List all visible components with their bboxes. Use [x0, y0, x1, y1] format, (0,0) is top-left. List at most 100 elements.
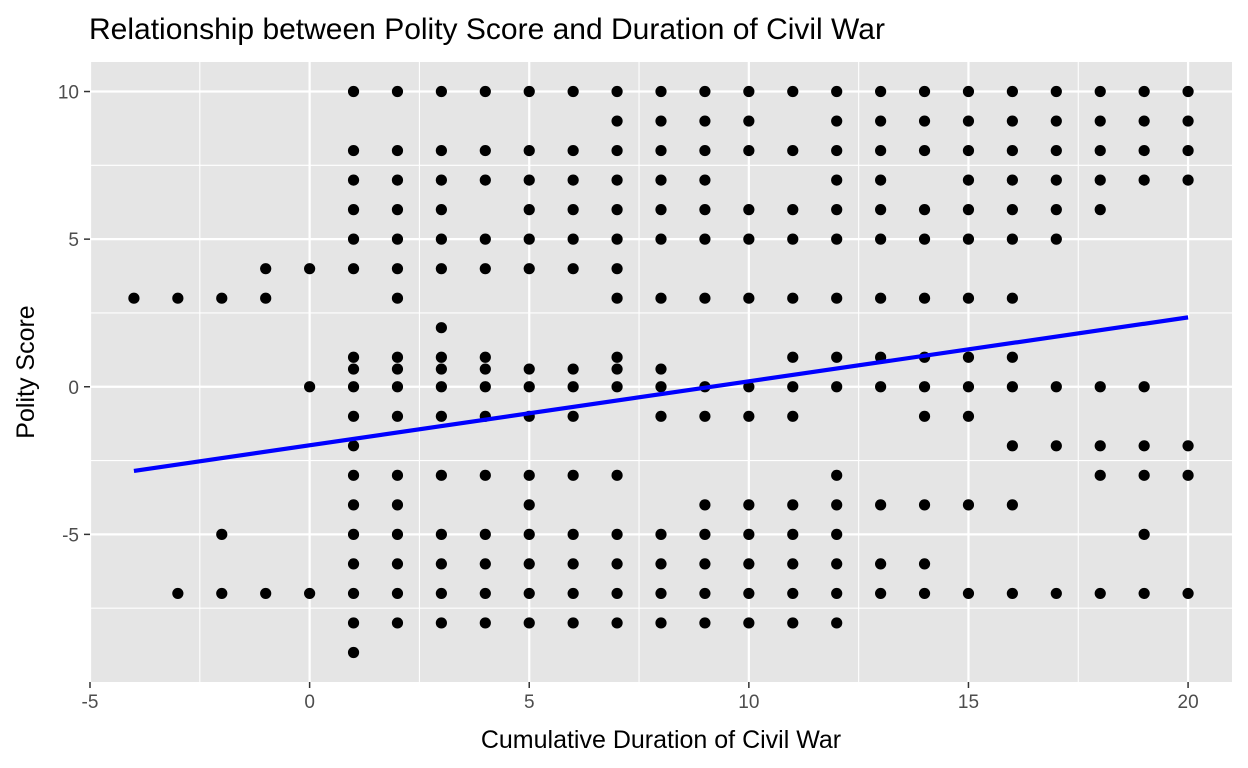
data-point [347, 85, 360, 98]
data-point [479, 144, 491, 157]
data-point [787, 144, 799, 157]
data-point [831, 499, 843, 511]
data-point [1006, 587, 1018, 600]
data-point [875, 115, 887, 127]
fit-line [133, 315, 1189, 473]
data-point [523, 85, 535, 98]
data-point [611, 558, 623, 570]
data-point [128, 292, 140, 304]
data-point [304, 587, 316, 600]
data-point [1182, 144, 1194, 157]
data-point [435, 410, 447, 422]
data-point [655, 115, 667, 127]
data-point [567, 204, 579, 216]
data-point [962, 410, 975, 422]
data-point [435, 351, 447, 363]
data-point [479, 351, 491, 363]
data-point [1050, 587, 1062, 600]
data-point [962, 85, 975, 98]
data-point [567, 587, 579, 600]
grid-lines [88, 62, 1232, 682]
data-point [962, 144, 975, 157]
data-point [787, 499, 799, 511]
data-point [523, 617, 535, 629]
data-point [347, 174, 360, 186]
data-point [611, 144, 623, 157]
data-point [523, 363, 535, 375]
data-point [1006, 174, 1018, 186]
data-point [611, 363, 623, 375]
data-point [523, 528, 535, 540]
data-point [831, 528, 843, 540]
data-point [1138, 587, 1150, 600]
data-point [435, 528, 447, 540]
data-point [172, 292, 184, 304]
data-point [831, 558, 843, 570]
data-point [655, 558, 667, 570]
data-point [435, 204, 447, 216]
data-point [567, 469, 579, 481]
data-point [1138, 528, 1150, 540]
data-point [787, 410, 799, 422]
data-point [479, 263, 491, 275]
data-point [479, 558, 491, 570]
data-point [479, 85, 491, 98]
data-point [1050, 174, 1062, 186]
data-point [655, 363, 667, 375]
data-point [347, 558, 360, 570]
data-point [875, 85, 887, 98]
data-point [567, 558, 579, 570]
data-point [479, 528, 491, 540]
data-point [1050, 233, 1062, 245]
x-tick-label: -5 [82, 692, 99, 713]
data-point [831, 115, 843, 127]
data-point [435, 363, 447, 375]
data-point [655, 528, 667, 540]
data-point [567, 233, 579, 245]
data-point [391, 558, 404, 570]
data-point [347, 144, 360, 157]
data-point [875, 144, 887, 157]
data-point [567, 363, 579, 375]
data-point [1182, 174, 1194, 186]
data-point [260, 587, 272, 600]
data-point [391, 469, 404, 481]
data-point [347, 381, 360, 393]
data-point [435, 174, 447, 186]
data-point [347, 617, 360, 629]
data-point [787, 292, 799, 304]
data-point [347, 440, 360, 452]
data-point [347, 528, 360, 540]
data-point [655, 85, 667, 98]
data-point [699, 204, 711, 216]
data-point [523, 587, 535, 600]
data-point [699, 292, 711, 304]
data-point [347, 204, 360, 216]
data-point [435, 558, 447, 570]
data-point [655, 381, 667, 393]
data-point [523, 204, 535, 216]
data-point [743, 410, 755, 422]
data-point [1050, 115, 1062, 127]
y-tick-label: 0 [68, 378, 79, 399]
data-point [347, 469, 360, 481]
data-point [655, 204, 667, 216]
data-point [699, 558, 711, 570]
data-point [567, 144, 579, 157]
chart-title: Relationship between Polity Score and Du… [89, 13, 885, 46]
data-point [391, 263, 404, 275]
data-point [479, 233, 491, 245]
data-point [962, 499, 975, 511]
data-point [611, 204, 623, 216]
data-point [743, 587, 755, 600]
data-point [918, 381, 931, 393]
data-point [567, 263, 579, 275]
data-point [1006, 204, 1018, 216]
data-point [699, 617, 711, 629]
x-tick-label: 5 [524, 692, 535, 713]
data-point [918, 410, 931, 422]
data-point [743, 528, 755, 540]
data-point [743, 617, 755, 629]
data-point [743, 204, 755, 216]
data-point [391, 292, 404, 304]
